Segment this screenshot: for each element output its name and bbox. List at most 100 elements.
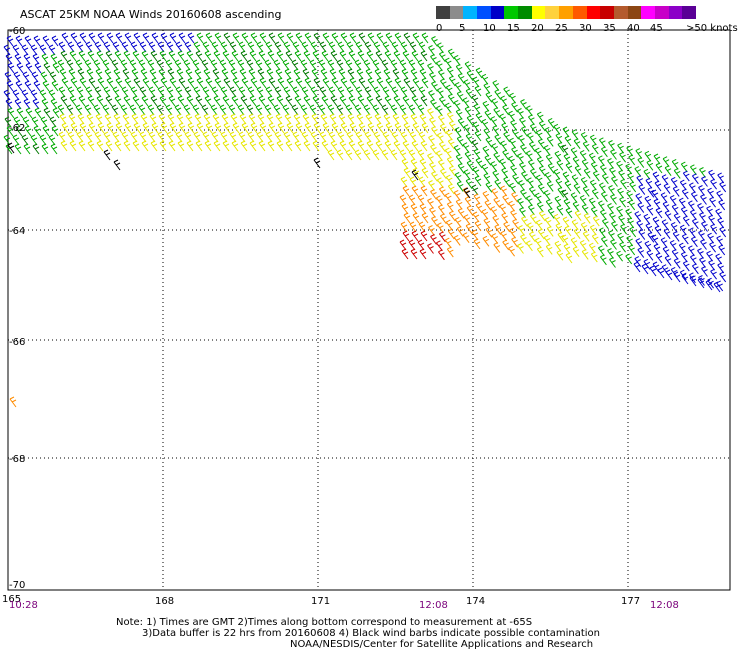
lon-label-165: 165 bbox=[2, 594, 22, 605]
wind-barb bbox=[419, 158, 427, 170]
wind-barb bbox=[283, 86, 291, 98]
wind-barb bbox=[276, 140, 284, 152]
wind-barb bbox=[627, 172, 635, 184]
legend-label: 40 bbox=[627, 23, 640, 34]
wind-barb bbox=[437, 87, 444, 99]
wind-barb bbox=[503, 86, 511, 98]
wind-barb bbox=[637, 247, 645, 258]
wind-barb bbox=[444, 147, 452, 159]
wind-barb bbox=[600, 209, 607, 221]
wind-barb bbox=[481, 208, 489, 220]
wind-barb bbox=[50, 98, 58, 110]
wind-barb bbox=[142, 77, 150, 89]
wind-barb bbox=[329, 113, 337, 125]
wind-barb bbox=[6, 80, 14, 92]
wind-barb bbox=[643, 168, 651, 180]
wind-barb bbox=[501, 167, 509, 179]
wind-barb bbox=[466, 115, 474, 126]
wind-barb bbox=[619, 151, 626, 163]
wind-barb bbox=[448, 210, 456, 222]
wind-barb bbox=[258, 50, 266, 62]
wind-barb bbox=[454, 81, 462, 93]
wind-barb bbox=[646, 159, 654, 171]
wind-barb bbox=[328, 131, 336, 143]
wind-barb bbox=[535, 219, 543, 231]
wind-barb bbox=[75, 59, 83, 71]
wind-barb bbox=[211, 131, 219, 143]
wind-barb bbox=[526, 105, 533, 117]
wind-barb bbox=[455, 153, 463, 165]
wind-barb bbox=[608, 185, 615, 196]
wind-barb bbox=[555, 132, 563, 144]
wind-barb bbox=[319, 86, 327, 98]
wind-barb bbox=[339, 50, 347, 62]
wind-barb bbox=[427, 63, 434, 74]
wind-barb bbox=[123, 140, 131, 152]
wind-barb bbox=[526, 240, 533, 252]
wind-barb bbox=[625, 253, 633, 265]
wind-barb bbox=[520, 144, 527, 155]
wind-barb bbox=[411, 230, 419, 242]
wind-barb bbox=[502, 149, 510, 161]
wind-barb bbox=[708, 169, 715, 181]
wind-barb bbox=[141, 140, 149, 152]
wind-barb bbox=[138, 104, 146, 116]
wind-barb bbox=[246, 59, 254, 71]
wind-barb bbox=[701, 176, 708, 187]
wind-barb bbox=[673, 212, 681, 224]
wind-barb bbox=[86, 113, 94, 125]
wind-barb bbox=[589, 224, 597, 236]
legend-label: 5 bbox=[459, 23, 466, 34]
wind-barb bbox=[646, 204, 654, 216]
wind-barb bbox=[327, 59, 335, 71]
wind-barb bbox=[431, 36, 438, 47]
wind-barb bbox=[428, 135, 435, 146]
wind-barb bbox=[399, 59, 407, 71]
wind-barb bbox=[241, 77, 249, 89]
wind-barb bbox=[490, 206, 498, 217]
wind-barb bbox=[502, 239, 510, 251]
wind-barb bbox=[509, 182, 516, 194]
wind-barb bbox=[691, 191, 698, 203]
wind-barb bbox=[409, 131, 417, 143]
wind-barb bbox=[57, 59, 65, 71]
wind-barb bbox=[453, 99, 461, 111]
wind-barb bbox=[121, 131, 129, 143]
wind-barb bbox=[448, 165, 456, 177]
wind-barb bbox=[266, 113, 274, 125]
wind-barb bbox=[563, 198, 571, 210]
wind-barb bbox=[629, 181, 637, 193]
wind-barb bbox=[481, 163, 489, 175]
wind-barb bbox=[157, 41, 165, 53]
wind-barb bbox=[211, 41, 219, 53]
wind-barb bbox=[237, 104, 245, 116]
wind-barb bbox=[340, 122, 348, 134]
wind-barb bbox=[445, 174, 453, 186]
wind-barb bbox=[304, 77, 312, 89]
wind-barb bbox=[664, 210, 672, 221]
wind-barb bbox=[322, 32, 330, 44]
wind-barb bbox=[345, 59, 353, 71]
wind-barb bbox=[97, 77, 105, 89]
wind-barb bbox=[23, 98, 31, 110]
wind-barb bbox=[647, 231, 655, 243]
wind-barb bbox=[322, 122, 330, 134]
wind-barb bbox=[538, 120, 546, 132]
wind-barb bbox=[563, 243, 571, 255]
wind-barb bbox=[157, 86, 165, 98]
wind-barb bbox=[358, 77, 366, 89]
wind-barb bbox=[160, 32, 168, 44]
wind-barb bbox=[159, 95, 167, 107]
wind-barb bbox=[652, 216, 660, 228]
wind-barb bbox=[445, 219, 453, 231]
wind-barb bbox=[492, 170, 500, 181]
wind-barb bbox=[68, 68, 76, 80]
wind-barb bbox=[240, 50, 248, 62]
wind-barb bbox=[313, 77, 321, 89]
wind-barb bbox=[530, 168, 537, 180]
wind-barb bbox=[400, 86, 408, 98]
wind-barb bbox=[76, 86, 84, 98]
wind-barb bbox=[520, 234, 527, 245]
wind-barb bbox=[33, 125, 41, 137]
wind-barb bbox=[268, 32, 276, 44]
